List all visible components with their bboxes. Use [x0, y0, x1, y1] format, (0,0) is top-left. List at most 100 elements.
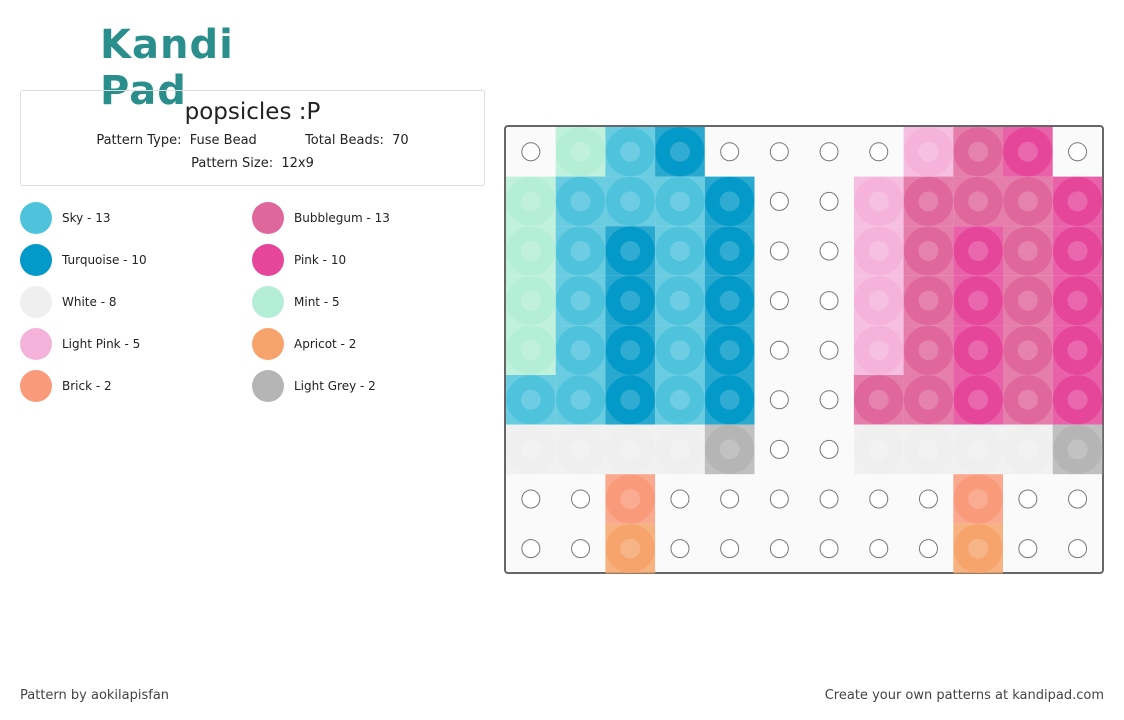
empty-peg — [769, 539, 789, 559]
bead-hole — [669, 290, 690, 311]
bead-hole — [620, 241, 641, 261]
bead-hole — [620, 141, 641, 162]
empty-peg — [819, 291, 839, 311]
bead — [953, 226, 1003, 276]
swatch — [20, 328, 52, 360]
bead-hole — [1017, 389, 1038, 410]
empty-peg — [1018, 539, 1038, 559]
swatch — [252, 328, 284, 360]
bead — [1053, 375, 1103, 425]
bead-hole — [570, 439, 591, 460]
legend-label: Brick - 2 — [62, 379, 112, 393]
bead-hole — [868, 389, 889, 410]
legend-label: Turquoise - 10 — [62, 253, 147, 267]
bead — [953, 474, 1003, 524]
bead — [655, 375, 705, 425]
legend-item: Light Grey - 2 — [252, 370, 376, 402]
bead — [556, 127, 606, 177]
value: 70 — [392, 133, 409, 148]
bead-hole — [1067, 241, 1088, 261]
bead-hole — [570, 141, 591, 162]
author[interactable]: Pattern by aokilapisfan — [20, 688, 170, 703]
pattern-title: popsicles :P — [184, 99, 321, 125]
bead-hole — [669, 389, 690, 410]
empty-peg — [819, 142, 839, 162]
bead-hole — [520, 389, 541, 410]
bead-hole — [1017, 141, 1038, 162]
bead-hole — [968, 340, 989, 361]
empty-peg — [869, 489, 889, 509]
legend-label: Sky - 13 — [62, 211, 111, 225]
swatch — [252, 286, 284, 318]
bead-hole — [918, 141, 939, 162]
bead-hole — [719, 340, 740, 361]
bead-hole — [868, 439, 889, 460]
bead — [854, 424, 904, 474]
empty-peg — [918, 489, 938, 509]
bead — [506, 276, 556, 326]
bead-hole — [620, 538, 641, 559]
legend-label: Mint - 5 — [294, 295, 340, 309]
bead-hole — [719, 439, 740, 460]
bead-hole — [520, 340, 541, 361]
bead — [953, 127, 1003, 177]
logo[interactable]: Kandi Pad — [100, 22, 234, 114]
bead — [556, 276, 606, 326]
bead-hole — [719, 191, 740, 212]
bead — [1003, 375, 1053, 425]
bead-hole — [968, 439, 989, 460]
empty-peg — [1068, 142, 1088, 162]
bead — [605, 226, 655, 276]
site-link[interactable]: Create your own patterns at kandipad.com — [824, 688, 1104, 703]
legend-label: Light Pink - 5 — [62, 337, 141, 351]
empty-peg — [819, 241, 839, 261]
bead — [605, 424, 655, 474]
bead — [854, 325, 904, 375]
empty-peg — [819, 340, 839, 360]
bead-hole — [868, 191, 889, 212]
bead — [903, 176, 953, 226]
bead — [1053, 325, 1103, 375]
bead — [1053, 276, 1103, 326]
bead-hole — [520, 241, 541, 261]
bead — [903, 276, 953, 326]
bead — [705, 176, 755, 226]
bead — [1053, 226, 1103, 276]
empty-peg — [1068, 489, 1088, 509]
bead-hole — [620, 290, 641, 311]
empty-peg — [769, 142, 789, 162]
bead — [605, 325, 655, 375]
bead-hole — [918, 290, 939, 311]
legend-label: White - 8 — [62, 295, 117, 309]
bead — [953, 325, 1003, 375]
bead-hole — [868, 241, 889, 261]
bead-hole — [968, 389, 989, 410]
bead — [655, 226, 705, 276]
empty-peg — [670, 489, 690, 509]
bead-hole — [918, 191, 939, 212]
swatch — [20, 202, 52, 234]
empty-peg — [670, 539, 690, 559]
bead — [655, 127, 705, 177]
bead — [605, 176, 655, 226]
swatch — [252, 370, 284, 402]
bead-hole — [620, 191, 641, 212]
empty-peg — [819, 539, 839, 559]
bead-hole — [719, 241, 740, 261]
bead-hole — [968, 538, 989, 559]
bead-hole — [918, 241, 939, 261]
value: Fuse Bead — [189, 133, 257, 148]
empty-peg — [720, 489, 740, 509]
empty-peg — [769, 241, 789, 261]
bead — [953, 524, 1003, 574]
bead-hole — [669, 241, 690, 261]
bead — [1053, 176, 1103, 226]
bead — [1053, 424, 1103, 474]
bead — [903, 226, 953, 276]
bead-hole — [1067, 290, 1088, 311]
info-row: Pattern Type: Fuse Bead Total Beads: 70 — [21, 133, 484, 148]
bead — [655, 325, 705, 375]
bead-hole — [968, 241, 989, 261]
bead — [1003, 276, 1053, 326]
bead-hole — [868, 340, 889, 361]
